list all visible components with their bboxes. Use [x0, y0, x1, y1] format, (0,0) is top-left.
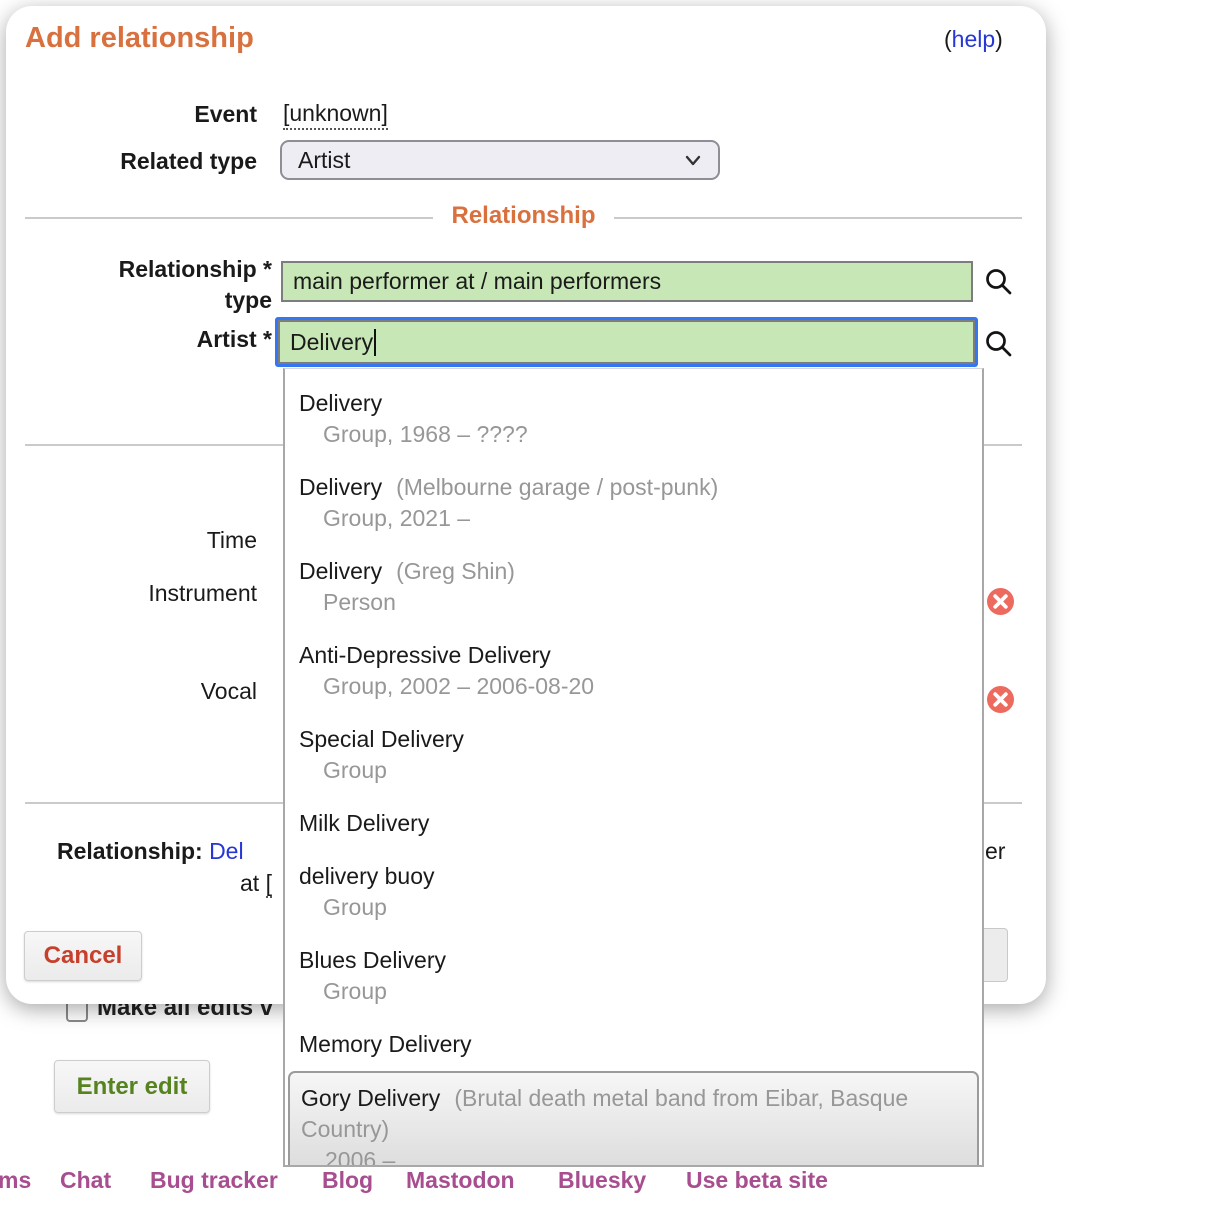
section-header-wrap: Relationship [25, 202, 1022, 246]
cancel-label: Cancel [43, 942, 123, 969]
artist-input-focus-ring: Delivery [275, 317, 978, 367]
footer-link-bluesky[interactable]: Bluesky [558, 1167, 647, 1193]
list-item[interactable]: Special Delivery Group [299, 726, 464, 783]
time-label: Time [206, 527, 257, 553]
list-item[interactable]: Anti-Depressive Delivery Group, 2002 – 2… [299, 642, 595, 699]
dialog-title: Add relationship [25, 22, 254, 54]
text-caret [374, 328, 377, 356]
remove-vocal-icon[interactable] [987, 686, 1014, 713]
list-item[interactable]: Milk Delivery [299, 810, 430, 836]
footer-link-use-beta-site[interactable]: Use beta site [686, 1167, 828, 1193]
instrument-label: Instrument [148, 580, 257, 606]
preview-artist-link[interactable]: Del [209, 838, 244, 864]
related-type-selected-value: Artist [298, 146, 351, 173]
preview-right-fragment: er [985, 838, 1006, 864]
footer-link-forums[interactable]: ms [0, 1167, 32, 1193]
remove-instrument-icon[interactable] [987, 588, 1014, 615]
relationship-preview: Relationship: Del [57, 838, 244, 865]
help-link-wrapper: (help) [944, 26, 1003, 52]
related-type-select[interactable]: Artist [280, 140, 720, 180]
footer-link-blog[interactable]: Blog [322, 1167, 374, 1193]
footer-link-mastodon[interactable]: Mastodon [406, 1167, 515, 1193]
relationship-type-label: Relationship * type [118, 256, 272, 313]
list-item[interactable]: Blues Delivery Group [299, 947, 446, 1004]
list-item[interactable]: Delivery Group, 1968 – ???? [299, 390, 528, 447]
preview-label: Relationship: [57, 838, 203, 864]
artist-search-icon[interactable] [983, 328, 1015, 360]
cancel-button[interactable]: Cancel [24, 931, 142, 981]
list-item[interactable]: Delivery (Greg Shin) Person [299, 558, 515, 615]
event-value[interactable]: [unknown] [283, 100, 388, 130]
footer-link-chat[interactable]: Chat [60, 1167, 112, 1193]
event-label: Event [194, 101, 257, 127]
artist-label: Artist * [196, 326, 272, 352]
preview-second-line: at [ [240, 870, 272, 898]
list-item[interactable]: Delivery (Melbourne garage / post-punk) G… [299, 474, 719, 531]
enter-edit-button[interactable]: Enter edit [54, 1060, 210, 1113]
section-header: Relationship [433, 202, 614, 230]
list-item-highlighted[interactable]: Gory Delivery (Brutal death metal band fr… [288, 1071, 979, 1165]
chevron-down-icon [682, 149, 704, 171]
artist-autocomplete-dropdown: Delivery Group, 1968 – ???? Delivery (Mel… [283, 368, 984, 1167]
relationship-type-search-icon[interactable] [983, 266, 1015, 298]
list-item[interactable]: delivery buoy Group [299, 863, 435, 920]
list-item[interactable]: Memory Delivery [299, 1031, 472, 1057]
help-link[interactable]: help [951, 26, 996, 52]
vocal-label: Vocal [200, 678, 257, 704]
artist-input[interactable]: Delivery [278, 320, 975, 364]
footer-link-bug-tracker[interactable]: Bug tracker [150, 1167, 278, 1193]
related-type-label: Related type [120, 148, 257, 174]
enter-edit-label: Enter edit [76, 1072, 188, 1100]
relationship-type-input[interactable]: main performer at / main performers [281, 261, 973, 302]
